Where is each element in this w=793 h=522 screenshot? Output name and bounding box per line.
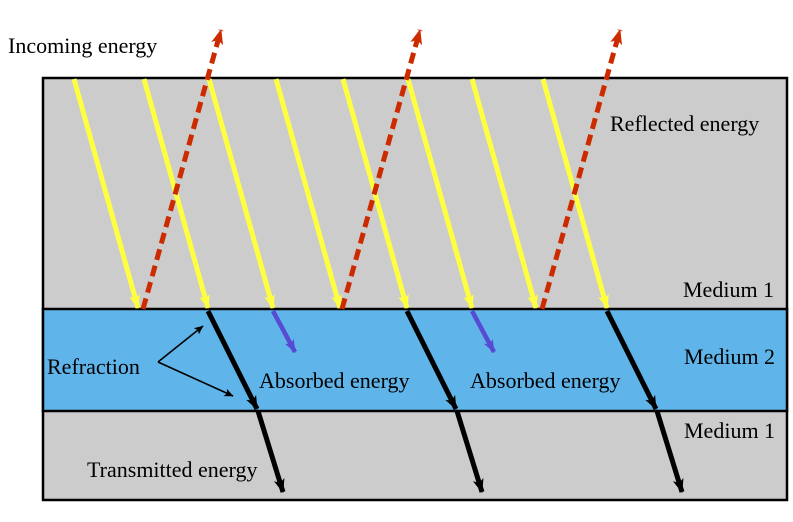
incoming-energy-ray xyxy=(206,78,276,309)
medium-1-region xyxy=(43,78,787,500)
incoming-energy-ray xyxy=(405,78,475,309)
label-absorbed-energy-2: Absorbed energy xyxy=(470,368,621,393)
label-transmitted-energy: Transmitted energy xyxy=(87,457,258,482)
refracted-ray xyxy=(404,309,459,411)
medium-1-border xyxy=(41,76,789,502)
reflected-energy-ray xyxy=(539,29,623,310)
incoming-energy-ray xyxy=(71,78,141,309)
reflected-energy-ray xyxy=(339,29,423,310)
refraction-pointer-arrow xyxy=(157,361,234,397)
reflected-energy-ray xyxy=(140,29,224,310)
transmitted-energy-ray xyxy=(454,410,485,493)
label-medium-1-top: Medium 1 xyxy=(683,277,774,302)
rays-layer xyxy=(71,29,685,493)
incoming-energy-ray xyxy=(273,78,343,309)
incoming-energy-ray xyxy=(469,78,539,309)
label-medium-2: Medium 2 xyxy=(684,344,775,369)
refraction-pointer-arrow xyxy=(157,325,204,363)
absorbed-energy-ray xyxy=(470,309,496,354)
transmitted-energy-ray xyxy=(654,410,685,493)
label-incoming-energy: Incoming energy xyxy=(8,33,157,58)
medium-2-border xyxy=(41,307,789,413)
label-refraction: Refraction xyxy=(47,354,140,379)
refracted-ray xyxy=(604,309,659,411)
label-reflected-energy: Reflected energy xyxy=(610,111,759,136)
transmitted-energy-ray xyxy=(255,410,286,493)
refracted-ray xyxy=(205,309,260,411)
absorbed-energy-ray xyxy=(271,309,297,354)
label-medium-1-bottom: Medium 1 xyxy=(684,418,775,443)
label-absorbed-energy-1: Absorbed energy xyxy=(259,368,410,393)
